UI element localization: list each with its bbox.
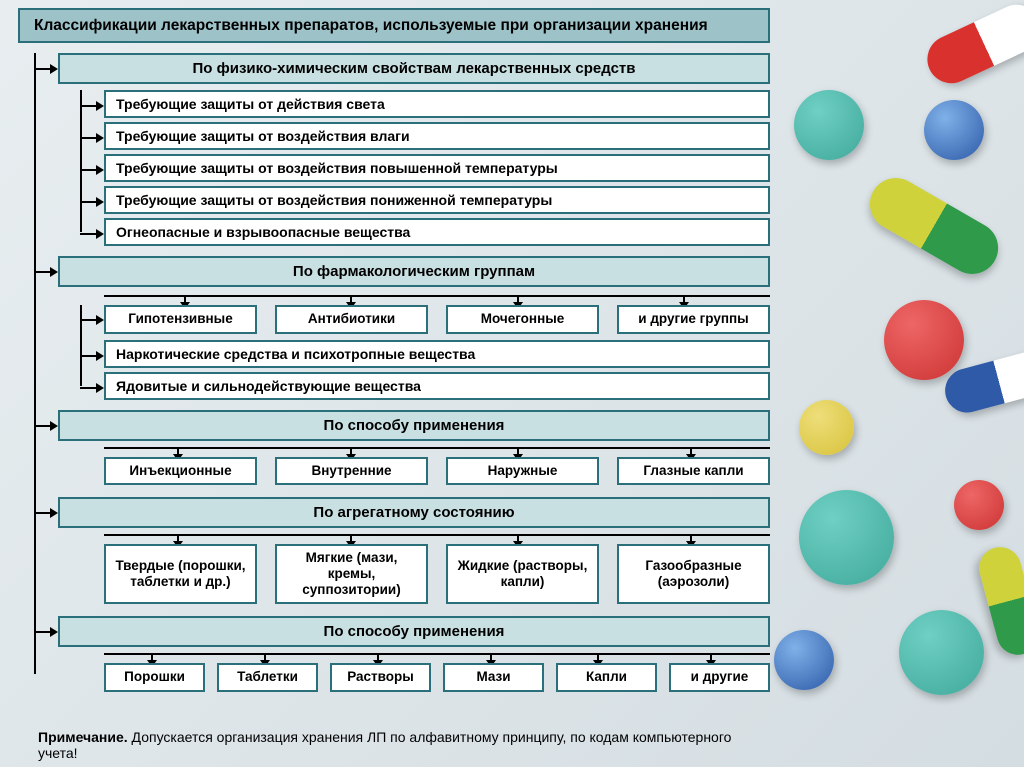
section-header: По агрегатному состоянию bbox=[58, 497, 770, 528]
leaf-item: Антибиотики bbox=[275, 305, 428, 333]
leaf-item: Гипотензивные bbox=[104, 305, 257, 333]
list-item: Требующие защиты от воздействия влаги bbox=[104, 122, 770, 150]
leaf-item: Жидкие (растворы, капли) bbox=[446, 544, 599, 605]
section-header: По фармакологическим группам bbox=[58, 256, 770, 287]
leaf-item: и другие bbox=[669, 663, 770, 691]
section-header: По способу применения bbox=[58, 410, 770, 441]
leaf-item: Инъекционные bbox=[104, 457, 257, 485]
section-header: По способу применения bbox=[58, 616, 770, 647]
leaf-item: Внутренние bbox=[275, 457, 428, 485]
root-title: Классификации лекарственных препаратов, … bbox=[18, 8, 770, 43]
leaf-item: Таблетки bbox=[217, 663, 318, 691]
leaf-item: Мочегонные bbox=[446, 305, 599, 333]
list-item: Требующие защиты от воздействия пониженн… bbox=[104, 186, 770, 214]
leaf-item: Порошки bbox=[104, 663, 205, 691]
leaf-item: Растворы bbox=[330, 663, 431, 691]
list-item: Наркотические средства и психотропные ве… bbox=[104, 340, 770, 368]
leaf-item: и другие группы bbox=[617, 305, 770, 333]
list-item: Требующие защиты от действия света bbox=[104, 90, 770, 118]
footnote: Примечание. Допускается организация хран… bbox=[38, 729, 758, 761]
footnote-lead: Примечание. bbox=[38, 729, 128, 745]
list-item: Огнеопасные и взрывоопасные вещества bbox=[104, 218, 770, 246]
footnote-text: Допускается организация хранения ЛП по а… bbox=[38, 729, 731, 761]
leaf-item: Мягкие (мази, кремы, суппозитории) bbox=[275, 544, 428, 605]
leaf-item: Твердые (порошки, таблетки и др.) bbox=[104, 544, 257, 605]
section-header: По физико-химическим свойствам лекарстве… bbox=[58, 53, 770, 84]
leaf-item: Мази bbox=[443, 663, 544, 691]
background-pills bbox=[744, 0, 1024, 767]
leaf-item: Глазные капли bbox=[617, 457, 770, 485]
list-item: Ядовитые и сильнодействующие вещества bbox=[104, 372, 770, 400]
leaf-item: Газообразные (аэрозоли) bbox=[617, 544, 770, 605]
diagram: Классификации лекарственных препаратов, … bbox=[0, 0, 770, 692]
leaf-item: Наружные bbox=[446, 457, 599, 485]
leaf-item: Капли bbox=[556, 663, 657, 691]
list-item: Требующие защиты от воздействия повышенн… bbox=[104, 154, 770, 182]
